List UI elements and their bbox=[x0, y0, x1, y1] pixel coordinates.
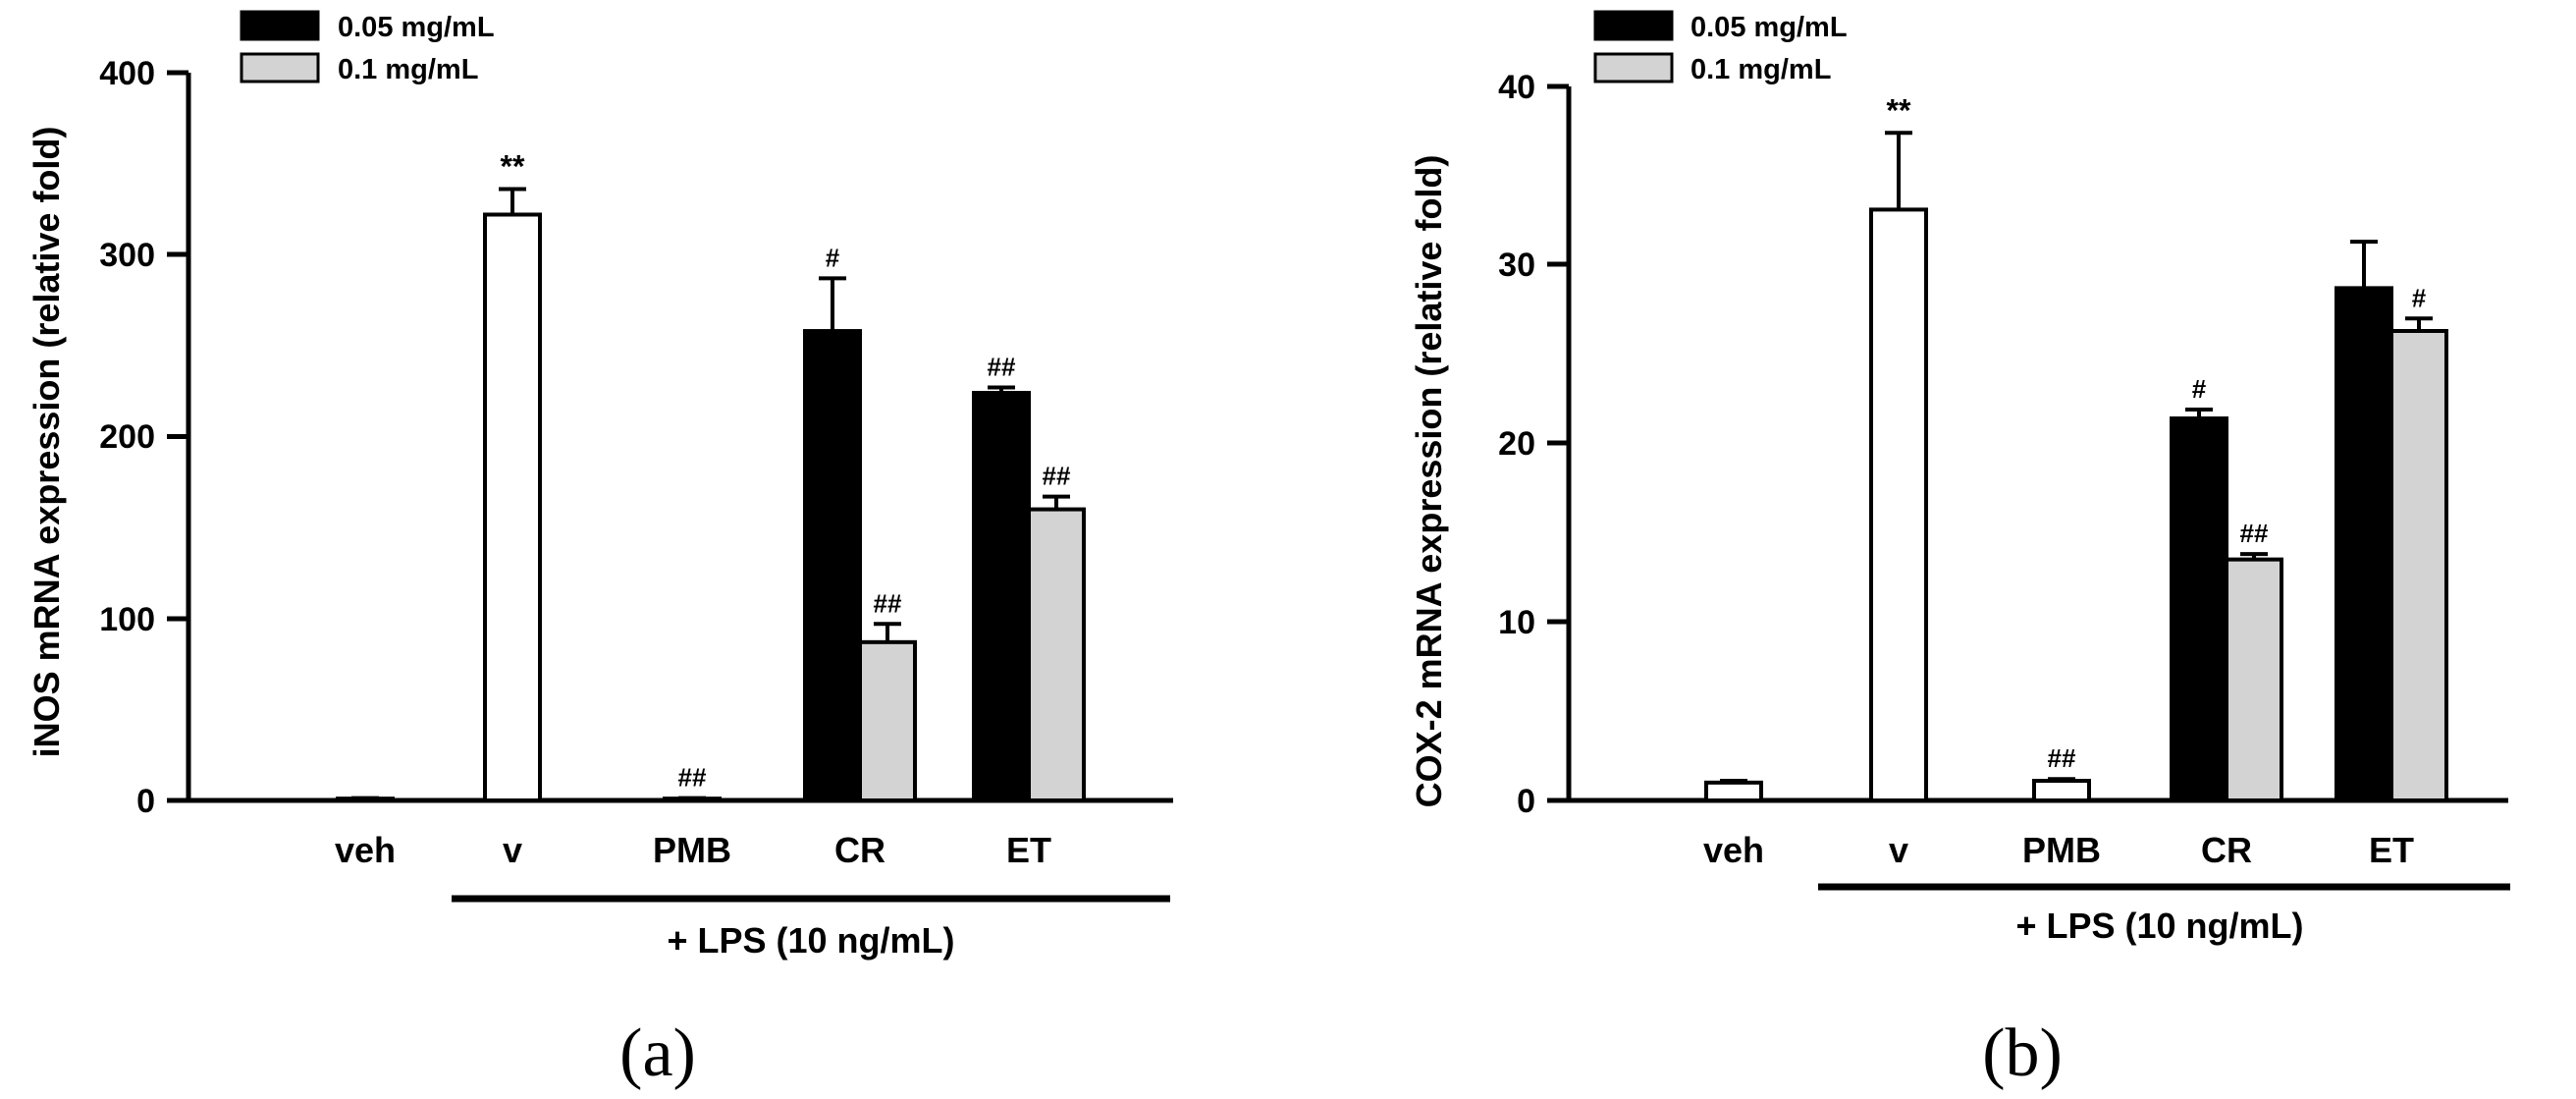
bar-et-0-05-mg-ml bbox=[2334, 286, 2393, 802]
panel-b-cox2-chart: 0.05 mg/mL 0.1 mg/mL COX-2 mRNA expressi… bbox=[1409, 10, 2510, 1091]
y-tick-label: 0 bbox=[1517, 783, 1535, 820]
x-tick-label: ET bbox=[2369, 830, 2414, 870]
x-tick-label: v bbox=[1889, 830, 1908, 870]
bar-veh-control bbox=[1704, 780, 1763, 803]
x-tick-labels: veh v PMB CR ET bbox=[1703, 830, 2414, 870]
significance-mark-pmb-control: ## bbox=[678, 763, 707, 793]
significance-mark-cr-0-1-mg-ml: ## bbox=[2240, 519, 2269, 548]
y-ticks: 0 100 200 300 400 bbox=[99, 55, 188, 820]
significance-mark-et-0-1-mg-ml: ## bbox=[1043, 462, 1071, 491]
significance-mark-et-0-05-mg-ml: ## bbox=[988, 352, 1016, 381]
y-tick-label: 100 bbox=[99, 601, 155, 638]
x-tick-label: ET bbox=[1006, 830, 1051, 870]
significance-mark-et-0-1-mg-ml: # bbox=[2412, 283, 2427, 312]
panel-label: (a) bbox=[619, 1016, 696, 1091]
y-tick-label: 0 bbox=[136, 783, 155, 820]
bars: **###### bbox=[1704, 92, 2448, 803]
bar-v-control bbox=[483, 212, 542, 802]
x-tick-label: CR bbox=[834, 830, 886, 870]
legend-label-0.05: 0.05 mg/mL bbox=[338, 12, 495, 43]
legend-swatch-0.05 bbox=[1593, 10, 1674, 41]
x-tick-label: PMB bbox=[653, 830, 731, 870]
significance-mark-cr-0-05-mg-ml: # bbox=[2192, 374, 2207, 404]
significance-mark-cr-0-1-mg-ml: ## bbox=[874, 588, 902, 618]
y-tick-label: 30 bbox=[1498, 247, 1535, 284]
y-ticks: 0 10 20 30 40 bbox=[1498, 69, 1569, 820]
bar-cr-0-05-mg-ml bbox=[2170, 416, 2228, 802]
y-tick-label: 400 bbox=[99, 55, 155, 92]
legend-swatch-0.05 bbox=[240, 10, 320, 41]
y-tick-label: 300 bbox=[99, 237, 155, 274]
legend-swatch-0.1 bbox=[240, 52, 320, 83]
bar-pmb-control bbox=[2032, 779, 2091, 803]
x-tick-label: CR bbox=[2201, 830, 2252, 870]
x-tick-label: PMB bbox=[2022, 830, 2101, 870]
bar-cr-0-1-mg-ml bbox=[2225, 557, 2283, 803]
significance-mark-v-control: ** bbox=[1887, 92, 1911, 128]
x-tick-label: veh bbox=[1703, 830, 1764, 870]
y-tick-label: 40 bbox=[1498, 69, 1535, 106]
legend: 0.05 mg/mL 0.1 mg/mL bbox=[240, 10, 495, 85]
y-tick-label: 10 bbox=[1498, 604, 1535, 641]
bar-cr-0-05-mg-ml bbox=[803, 329, 862, 802]
legend-label-0.05: 0.05 mg/mL bbox=[1690, 12, 1848, 43]
panel-label: (b) bbox=[1982, 1016, 2063, 1091]
legend-swatch-0.1 bbox=[1593, 52, 1674, 83]
lps-group-label: + LPS (10 ng/mL) bbox=[667, 920, 954, 961]
lps-group-label: + LPS (10 ng/mL) bbox=[2015, 906, 2303, 946]
x-tick-label: veh bbox=[335, 830, 396, 870]
legend-label-0.1: 0.1 mg/mL bbox=[338, 54, 478, 85]
y-tick-label: 20 bbox=[1498, 425, 1535, 463]
legend: 0.05 mg/mL 0.1 mg/mL bbox=[1593, 10, 1848, 85]
y-tick-label: 200 bbox=[99, 418, 155, 456]
bar-et-0-1-mg-ml bbox=[1027, 507, 1086, 802]
y-axis-title: COX-2 mRNA expression (relative fold) bbox=[1409, 155, 1449, 808]
legend-label-0.1: 0.1 mg/mL bbox=[1690, 54, 1831, 85]
panel-a-inos-chart: 0.05 mg/mL 0.1 mg/mL iNOS mRNA expressio… bbox=[27, 10, 1173, 1091]
bar-v-control bbox=[1869, 207, 1928, 803]
x-tick-label: v bbox=[503, 830, 522, 870]
bars: **######### bbox=[336, 149, 1086, 803]
significance-mark-cr-0-05-mg-ml: # bbox=[826, 243, 840, 272]
bar-et-0-1-mg-ml bbox=[2389, 328, 2448, 802]
x-tick-labels: veh v PMB CR ET bbox=[335, 830, 1051, 870]
bar-et-0-05-mg-ml bbox=[972, 391, 1031, 802]
significance-mark-pmb-control: ## bbox=[2048, 743, 2076, 773]
y-axis-title: iNOS mRNA expression (relative fold) bbox=[27, 127, 67, 758]
significance-mark-v-control: ** bbox=[501, 149, 525, 185]
bar-cr-0-1-mg-ml bbox=[858, 639, 917, 803]
